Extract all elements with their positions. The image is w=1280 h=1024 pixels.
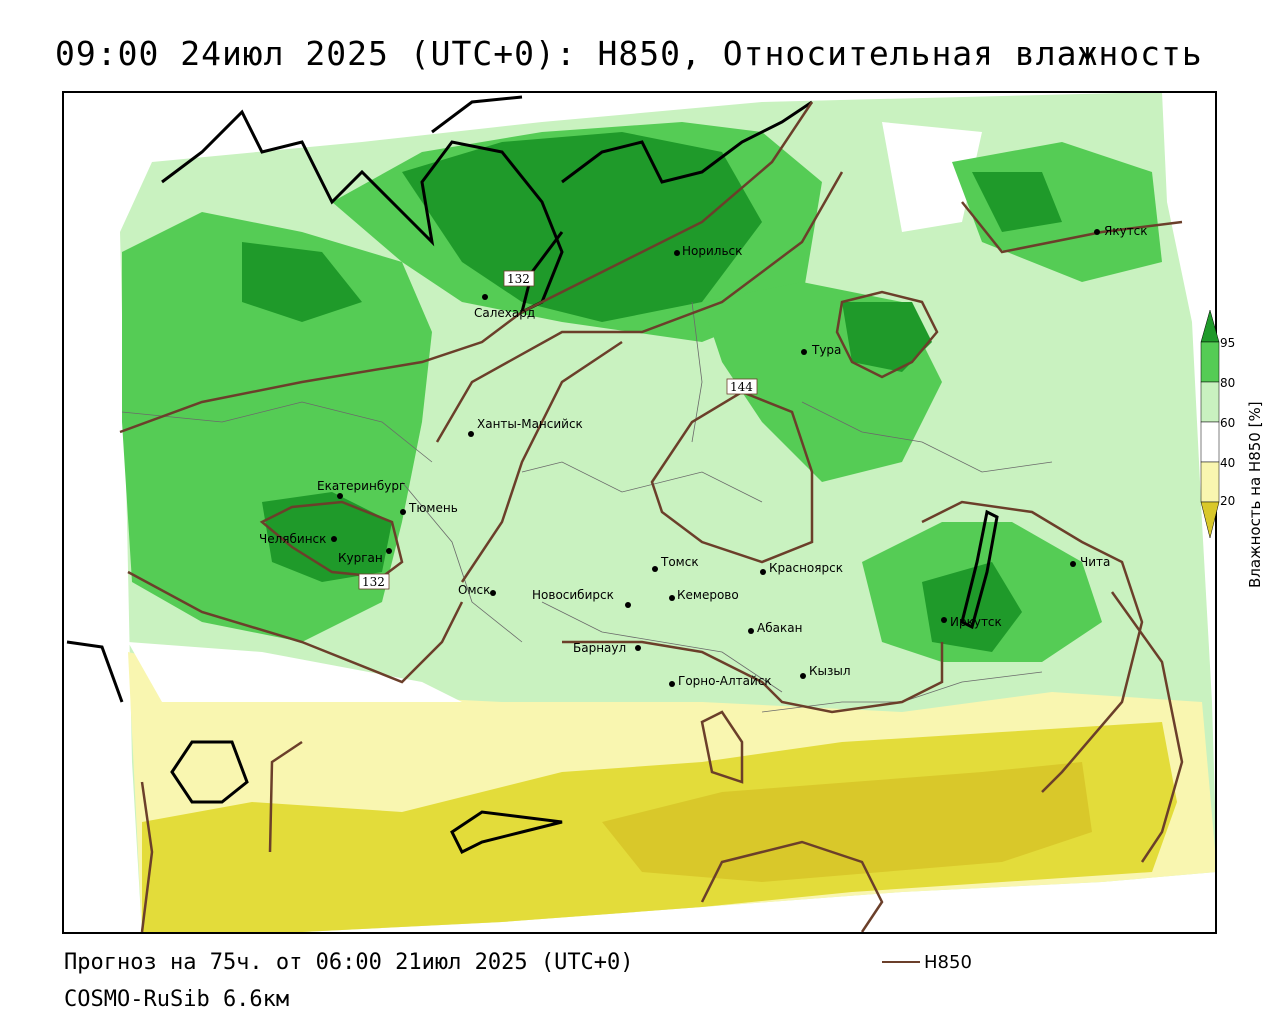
colorbar-tick: 60	[1220, 416, 1236, 430]
city-salekhard: Салехард	[474, 306, 535, 320]
city-kurgan: Курган	[338, 551, 383, 565]
very-wet-baikal	[922, 562, 1022, 652]
city-tura: Тура	[811, 343, 841, 357]
map-title: 09:00 24июл 2025 (UTC+0): H850, Относите…	[55, 34, 1203, 73]
very-wet-tura	[842, 302, 932, 372]
city-omsk: Омск	[458, 583, 490, 597]
colorbar-tick: 40	[1220, 456, 1236, 470]
isoline-label-132a: 132	[503, 270, 535, 287]
colorbar-label: Влажность на H850 [%]	[1246, 401, 1264, 588]
isoline-label-132b: 132	[358, 573, 390, 590]
h850-legend-line	[882, 961, 920, 963]
humidity-colorbar	[1200, 310, 1220, 539]
city-markers	[331, 229, 1100, 687]
city-kyzyl: Кызыл	[809, 664, 851, 678]
city-tomsk: Томск	[660, 555, 699, 569]
city-gorno-altaysk: Горно-Алтайск	[678, 674, 772, 688]
very-dry-core	[602, 762, 1092, 882]
city-novosibirsk: Новосибирск	[532, 588, 614, 602]
h850-legend-label: H850	[924, 952, 972, 973]
very-wet-west	[242, 242, 362, 322]
colorbar-tick: 95	[1220, 336, 1236, 350]
svg-text:132: 132	[507, 272, 530, 286]
city-khanty: Ханты-Мансийск	[477, 417, 583, 431]
city-ekaterinburg: Екатеринбург	[317, 479, 405, 493]
colorbar-tick: 80	[1220, 376, 1236, 390]
city-tyumen: Тюмень	[408, 501, 458, 515]
very-wet-ural	[262, 492, 392, 582]
city-irkutsk: Иркутск	[950, 615, 1002, 629]
model-name: COSMO-RuSib 6.6км	[64, 987, 290, 1012]
svg-text:144: 144	[730, 380, 753, 394]
admin-borders	[121, 301, 1053, 713]
city-norilsk: Норильск	[682, 244, 742, 258]
city-abakan: Абакан	[757, 621, 802, 635]
city-barnaul: Барнаул	[573, 641, 626, 655]
city-krasnoyarsk: Красноярск	[769, 561, 843, 575]
city-kemerovo: Кемерово	[677, 588, 739, 602]
white-gap-northeast	[882, 122, 982, 232]
very-wet-east	[972, 172, 1062, 232]
isoline-label-144: 144	[726, 378, 758, 395]
city-chita: Чита	[1080, 555, 1110, 569]
city-yakutsk: Якутск	[1104, 224, 1148, 238]
colorbar-tick: 20	[1220, 494, 1236, 508]
white-gap-west	[128, 642, 462, 702]
h850-isolines	[119, 101, 1184, 932]
map-panel: 132 144 132	[62, 91, 1217, 934]
humidity-map: 132 144 132	[64, 93, 1215, 932]
forecast-info: Прогноз на 75ч. от 06:00 21июл 2025 (UTC…	[64, 950, 634, 975]
city-chelyabinsk: Челябинск	[259, 532, 326, 546]
svg-text:132: 132	[362, 575, 385, 589]
